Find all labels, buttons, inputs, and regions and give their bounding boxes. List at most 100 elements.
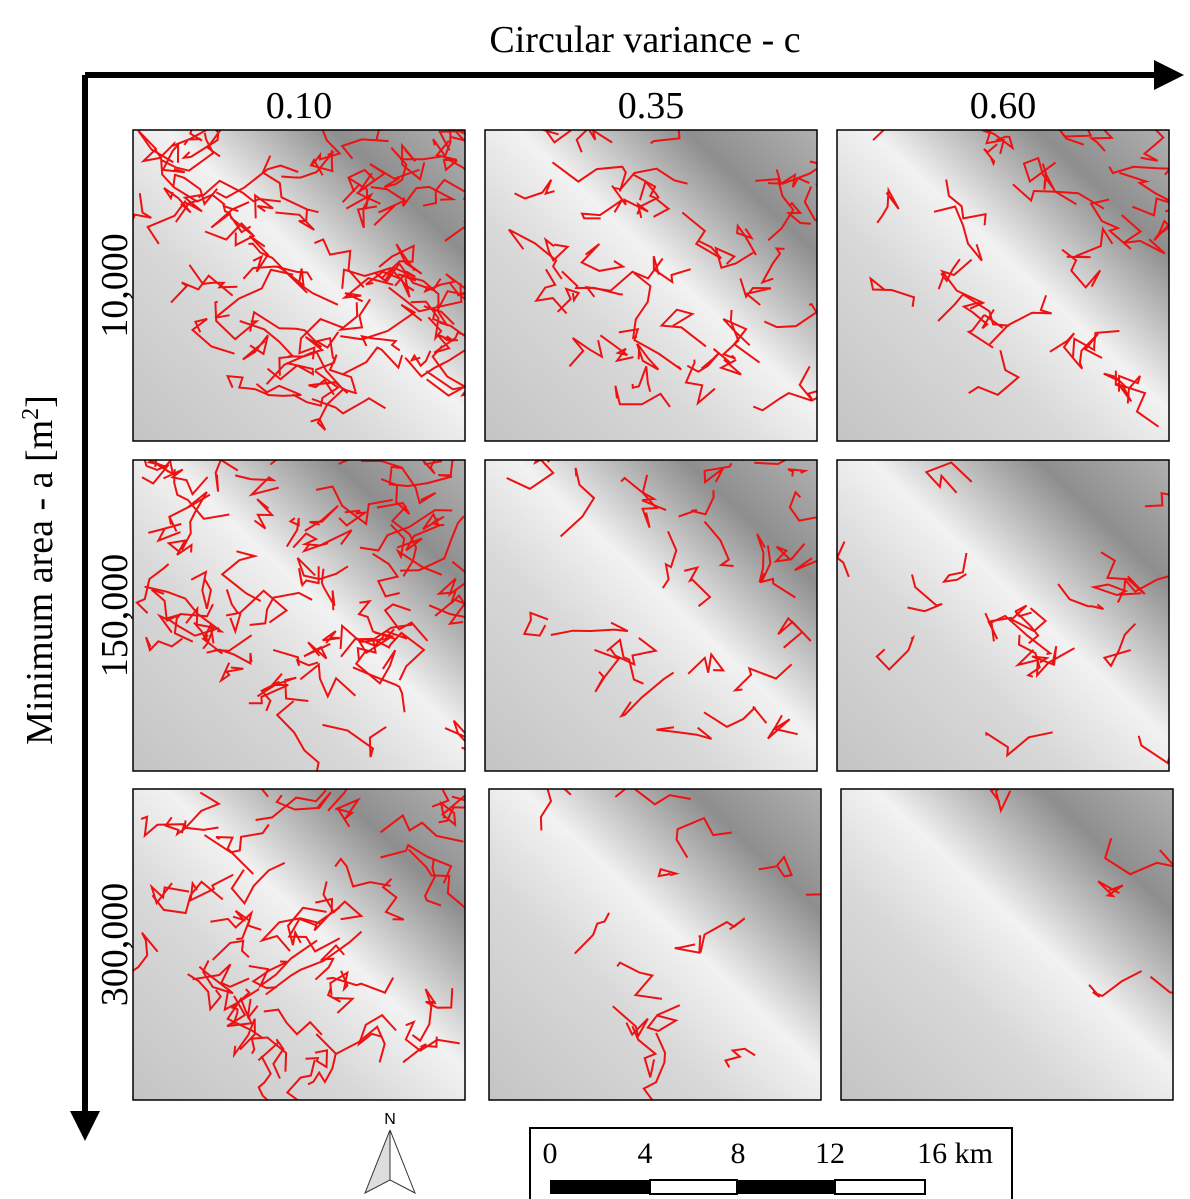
boundary-line — [641, 474, 659, 528]
scale-bar: 0 4 8 12 16 km — [529, 1127, 1013, 1199]
boundary-line — [584, 257, 664, 298]
boundary-line — [230, 988, 251, 1027]
boundary-line — [263, 1008, 323, 1036]
boundary-line — [767, 714, 798, 740]
boundary-line — [556, 287, 581, 313]
boundary-line — [361, 460, 409, 488]
boundary-line — [1118, 374, 1141, 404]
boundary-line — [561, 270, 623, 296]
boundary-line — [714, 246, 754, 269]
column-label: 0.10 — [266, 85, 333, 127]
boundary-line — [439, 794, 465, 827]
y-title-prefix: Minimum area - a [m — [19, 420, 61, 745]
boundary-line — [837, 541, 850, 578]
boundary-line — [1088, 970, 1143, 998]
boundary-line — [574, 912, 610, 955]
boundary-line — [311, 397, 387, 415]
boundary-line — [214, 460, 239, 492]
boundary-line — [431, 789, 450, 808]
boundary-line — [301, 529, 353, 553]
boundary-line — [253, 498, 275, 530]
hillshade — [133, 460, 465, 771]
boundary-line — [163, 468, 209, 496]
boundary-line — [303, 641, 331, 660]
row-label: 150,000 — [94, 554, 136, 678]
boundary-line — [758, 855, 794, 878]
boundary-line — [1121, 214, 1166, 255]
boundary-line — [506, 460, 555, 490]
row-label: 300,000 — [94, 883, 136, 1007]
boundary-line — [359, 509, 453, 552]
boundary-line — [759, 545, 796, 599]
boundary-line — [314, 238, 365, 288]
map-panel — [840, 788, 1174, 1101]
boundary-line — [543, 237, 570, 263]
boundary-line — [338, 509, 369, 527]
boundary-line — [167, 493, 211, 532]
boundary-line — [286, 906, 327, 946]
boundary-line — [187, 973, 222, 1012]
boundary-line — [407, 848, 465, 910]
boundary-line — [161, 132, 215, 172]
boundary-line — [631, 1025, 658, 1078]
boundary-line — [775, 169, 810, 188]
boundary-line — [568, 337, 604, 367]
boundary-line — [1097, 880, 1124, 898]
boundary-line — [226, 374, 269, 396]
boundary-line — [438, 795, 465, 824]
boundary-line — [411, 988, 437, 1043]
boundary-line — [760, 247, 785, 285]
boundary-line — [356, 623, 413, 660]
x-title: Circular variance - c — [489, 19, 800, 61]
boundary-line — [232, 909, 251, 940]
boundary-line — [961, 300, 995, 330]
boundary-line — [652, 255, 691, 284]
boundary-line — [298, 566, 320, 588]
boundary-line — [313, 897, 341, 932]
boundary-line — [257, 1055, 272, 1100]
boundary-line — [400, 155, 465, 172]
boundary-line — [189, 130, 203, 142]
boundary-line — [1153, 219, 1169, 242]
boundary-line — [261, 155, 319, 214]
boundary-line — [201, 179, 281, 203]
boundary-line — [378, 244, 415, 279]
boundary-line — [220, 550, 262, 602]
boundary-line — [642, 1032, 667, 1100]
boundary-line — [148, 523, 182, 543]
boundary-line — [149, 882, 190, 906]
boundary-line — [684, 359, 716, 406]
boundary-line — [423, 273, 465, 294]
boundary-line — [594, 648, 621, 693]
boundary-line — [307, 1052, 337, 1086]
boundary-line — [133, 193, 152, 222]
boundary-line — [612, 167, 688, 191]
boundary-line — [424, 859, 442, 907]
scale-label: 0 — [543, 1137, 558, 1170]
boundary-line — [422, 512, 445, 531]
y-title: Minimum area - a [m2] — [18, 395, 61, 745]
boundary-line — [794, 557, 817, 572]
boundary-line — [435, 140, 458, 172]
boundary-line — [722, 318, 761, 364]
boundary-line — [869, 276, 916, 307]
boundary-line — [277, 265, 339, 306]
boundary-line — [161, 141, 186, 174]
y-title-sup: 2 — [18, 408, 44, 420]
boundary-line — [372, 552, 400, 598]
boundary-line — [924, 461, 973, 494]
boundary-line — [326, 976, 395, 994]
boundary-line — [686, 351, 721, 373]
row-label: 10,000 — [94, 233, 136, 338]
boundary-line — [242, 334, 269, 361]
boundary-line — [732, 663, 793, 692]
boundary-line — [933, 205, 983, 262]
boundaries — [508, 130, 817, 412]
panel-frame — [488, 788, 822, 1101]
boundary-line — [599, 334, 634, 363]
map-panel — [836, 459, 1170, 772]
boundary-line — [444, 720, 465, 750]
boundary-line — [354, 649, 397, 685]
boundary-line — [383, 603, 429, 642]
boundary-line — [266, 362, 314, 381]
